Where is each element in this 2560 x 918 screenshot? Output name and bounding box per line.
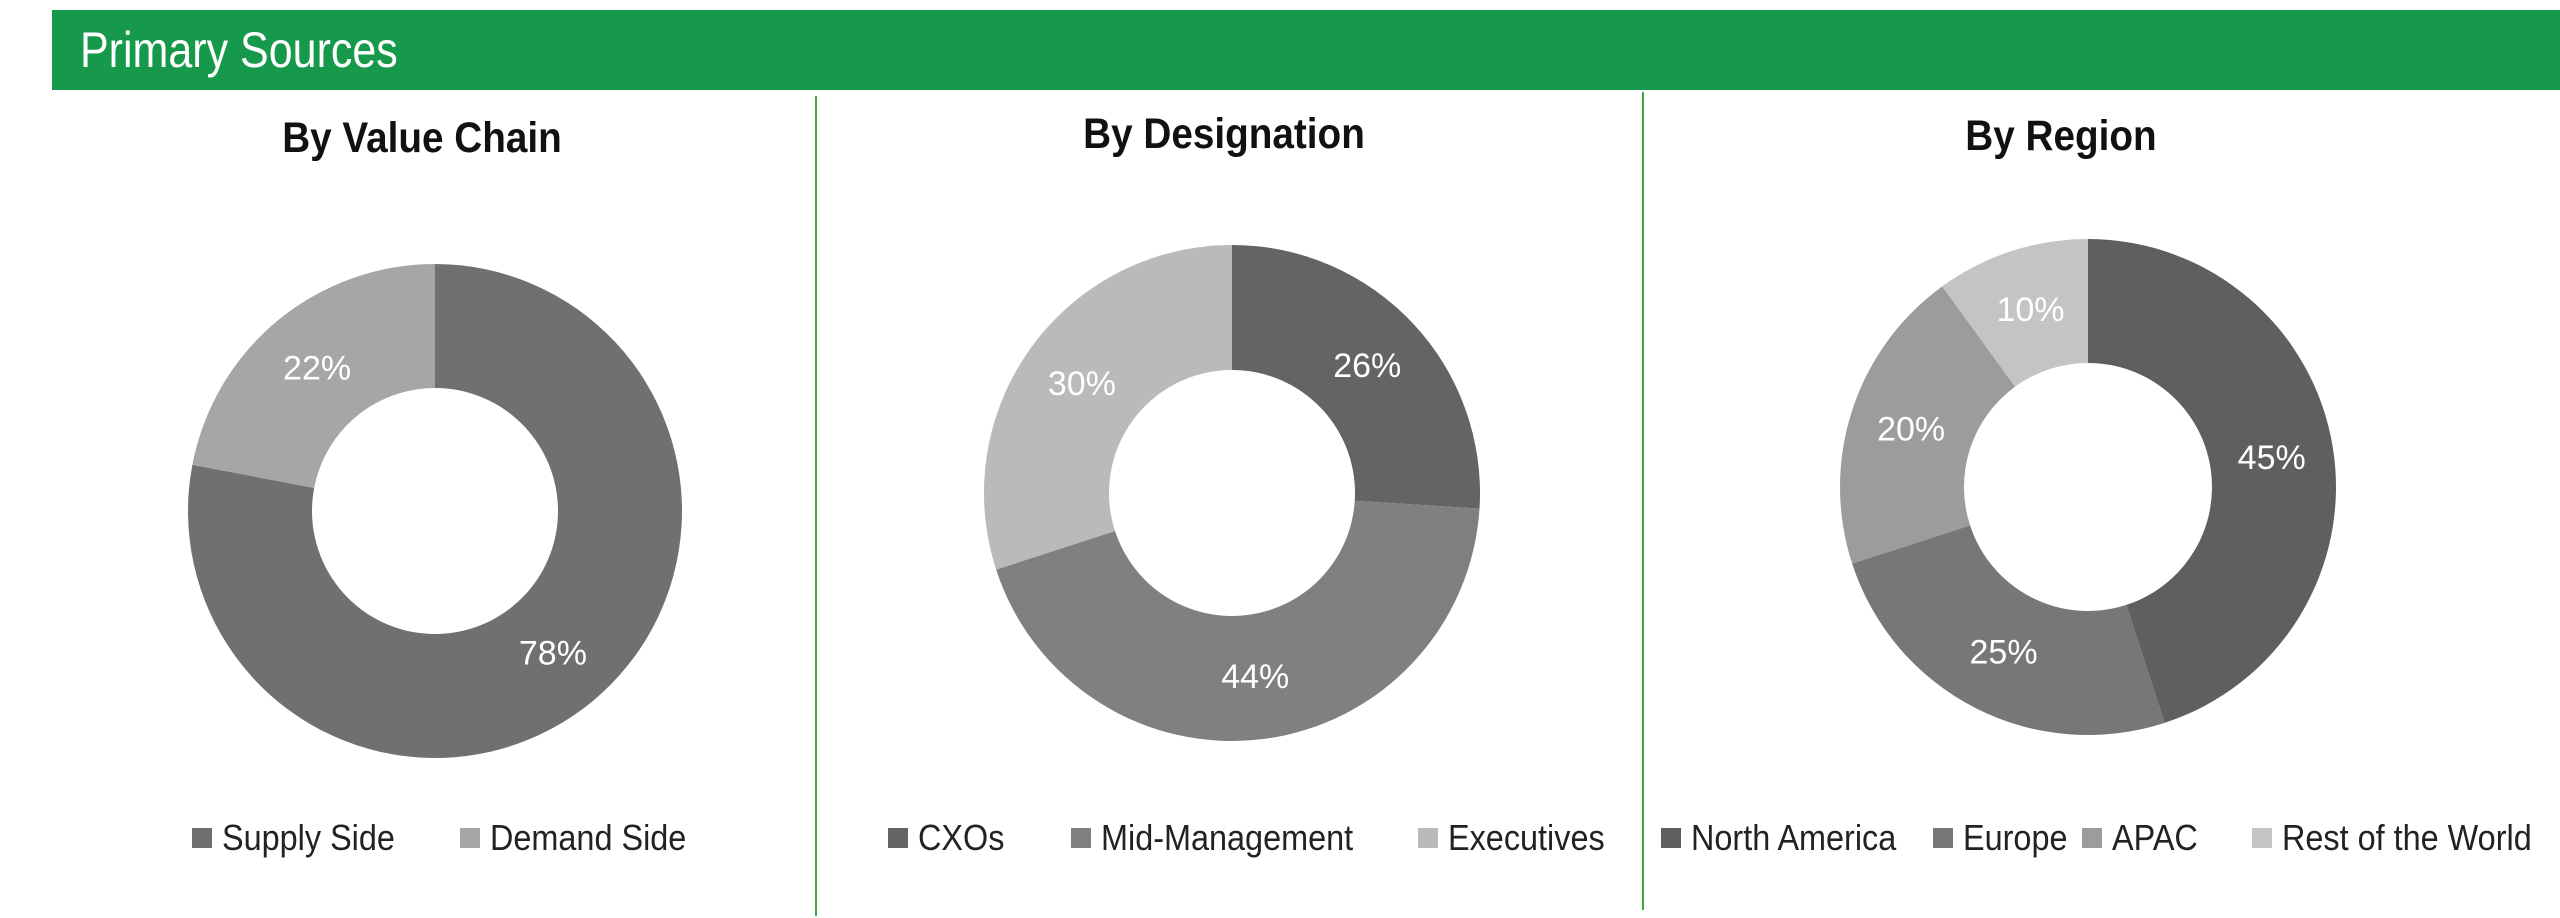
- legend-swatch: [2082, 827, 2102, 848]
- legend-swatch: [460, 827, 480, 848]
- header-banner: Primary Sources: [52, 10, 2560, 90]
- legend-item-mid-management: Mid-Management: [1071, 815, 1381, 860]
- chart-title-value-chain: By Value Chain: [282, 114, 562, 162]
- donut-slice-demand-side: [192, 264, 435, 488]
- legend-label: North America: [1691, 817, 1897, 858]
- legend-label: Executives: [1448, 817, 1605, 858]
- legend-item-europe: Europe: [1933, 815, 2079, 860]
- panel-divider-1: [815, 96, 817, 916]
- legend-swatch: [1418, 827, 1438, 848]
- slice-label-rest-of-the-world: 10%: [1996, 291, 2064, 329]
- donut-chart-region: 45% 25% 20% 10%: [1840, 239, 2336, 735]
- donut-slice-apac: [1840, 286, 2016, 564]
- legend-swatch: [1661, 827, 1681, 848]
- donut-slice-mid-management: [996, 500, 1480, 741]
- legend-item-apac: APAC: [2082, 815, 2207, 860]
- donut-slice-rest-of-the-world: [1942, 239, 2088, 387]
- slice-label-executives: 30%: [1048, 365, 1116, 403]
- slice-label-europe: 25%: [1970, 634, 2038, 672]
- slice-label-cxos: 26%: [1333, 347, 1401, 385]
- donut-slice-executives: [984, 245, 1232, 570]
- donut-chart-value-chain: 78% 22%: [188, 264, 682, 758]
- donut-slice-cxos: [1232, 245, 1480, 509]
- legend-item-executives: Executives: [1418, 815, 1622, 860]
- panel-divider-2: [1642, 92, 1644, 910]
- slice-label-north-america: 45%: [2238, 439, 2306, 477]
- page-title: Primary Sources: [80, 22, 398, 78]
- slice-label-apac: 20%: [1877, 411, 1945, 449]
- donut-slice-supply-side: [188, 264, 682, 758]
- legend-label: APAC: [2112, 817, 2198, 858]
- legend-swatch: [192, 827, 212, 848]
- legend-swatch: [2252, 827, 2272, 848]
- legend-item-rest-of-the-world: Rest of the World: [2252, 815, 2559, 860]
- legend-item-north-america: North America: [1661, 815, 1919, 860]
- slice-label-demand-side: 22%: [283, 349, 351, 387]
- legend-label: Rest of the World: [2282, 817, 2532, 858]
- legend-label: Europe: [1963, 817, 2068, 858]
- legend-label: Mid-Management: [1101, 817, 1354, 858]
- legend-label: Supply Side: [222, 817, 395, 858]
- chart-title-designation: By Designation: [1083, 110, 1365, 158]
- legend-swatch: [888, 827, 908, 848]
- legend-item-demand-side: Demand Side: [460, 815, 708, 860]
- chart-title-region: By Region: [1965, 112, 2157, 160]
- slice-label-mid-management: 44%: [1221, 658, 1289, 696]
- legend-item-cxos: CXOs: [888, 815, 1014, 860]
- legend-label: Demand Side: [490, 817, 687, 858]
- legend-label: CXOs: [918, 817, 1005, 858]
- slice-label-supply-side: 78%: [519, 635, 587, 673]
- donut-slice-north-america: [2088, 239, 2336, 723]
- donut-chart-designation: 26% 44% 30%: [984, 245, 1480, 741]
- legend-swatch: [1933, 827, 1953, 848]
- donut-slice-europe: [1852, 525, 2165, 735]
- legend-item-supply-side: Supply Side: [192, 815, 414, 860]
- legend-swatch: [1071, 827, 1091, 848]
